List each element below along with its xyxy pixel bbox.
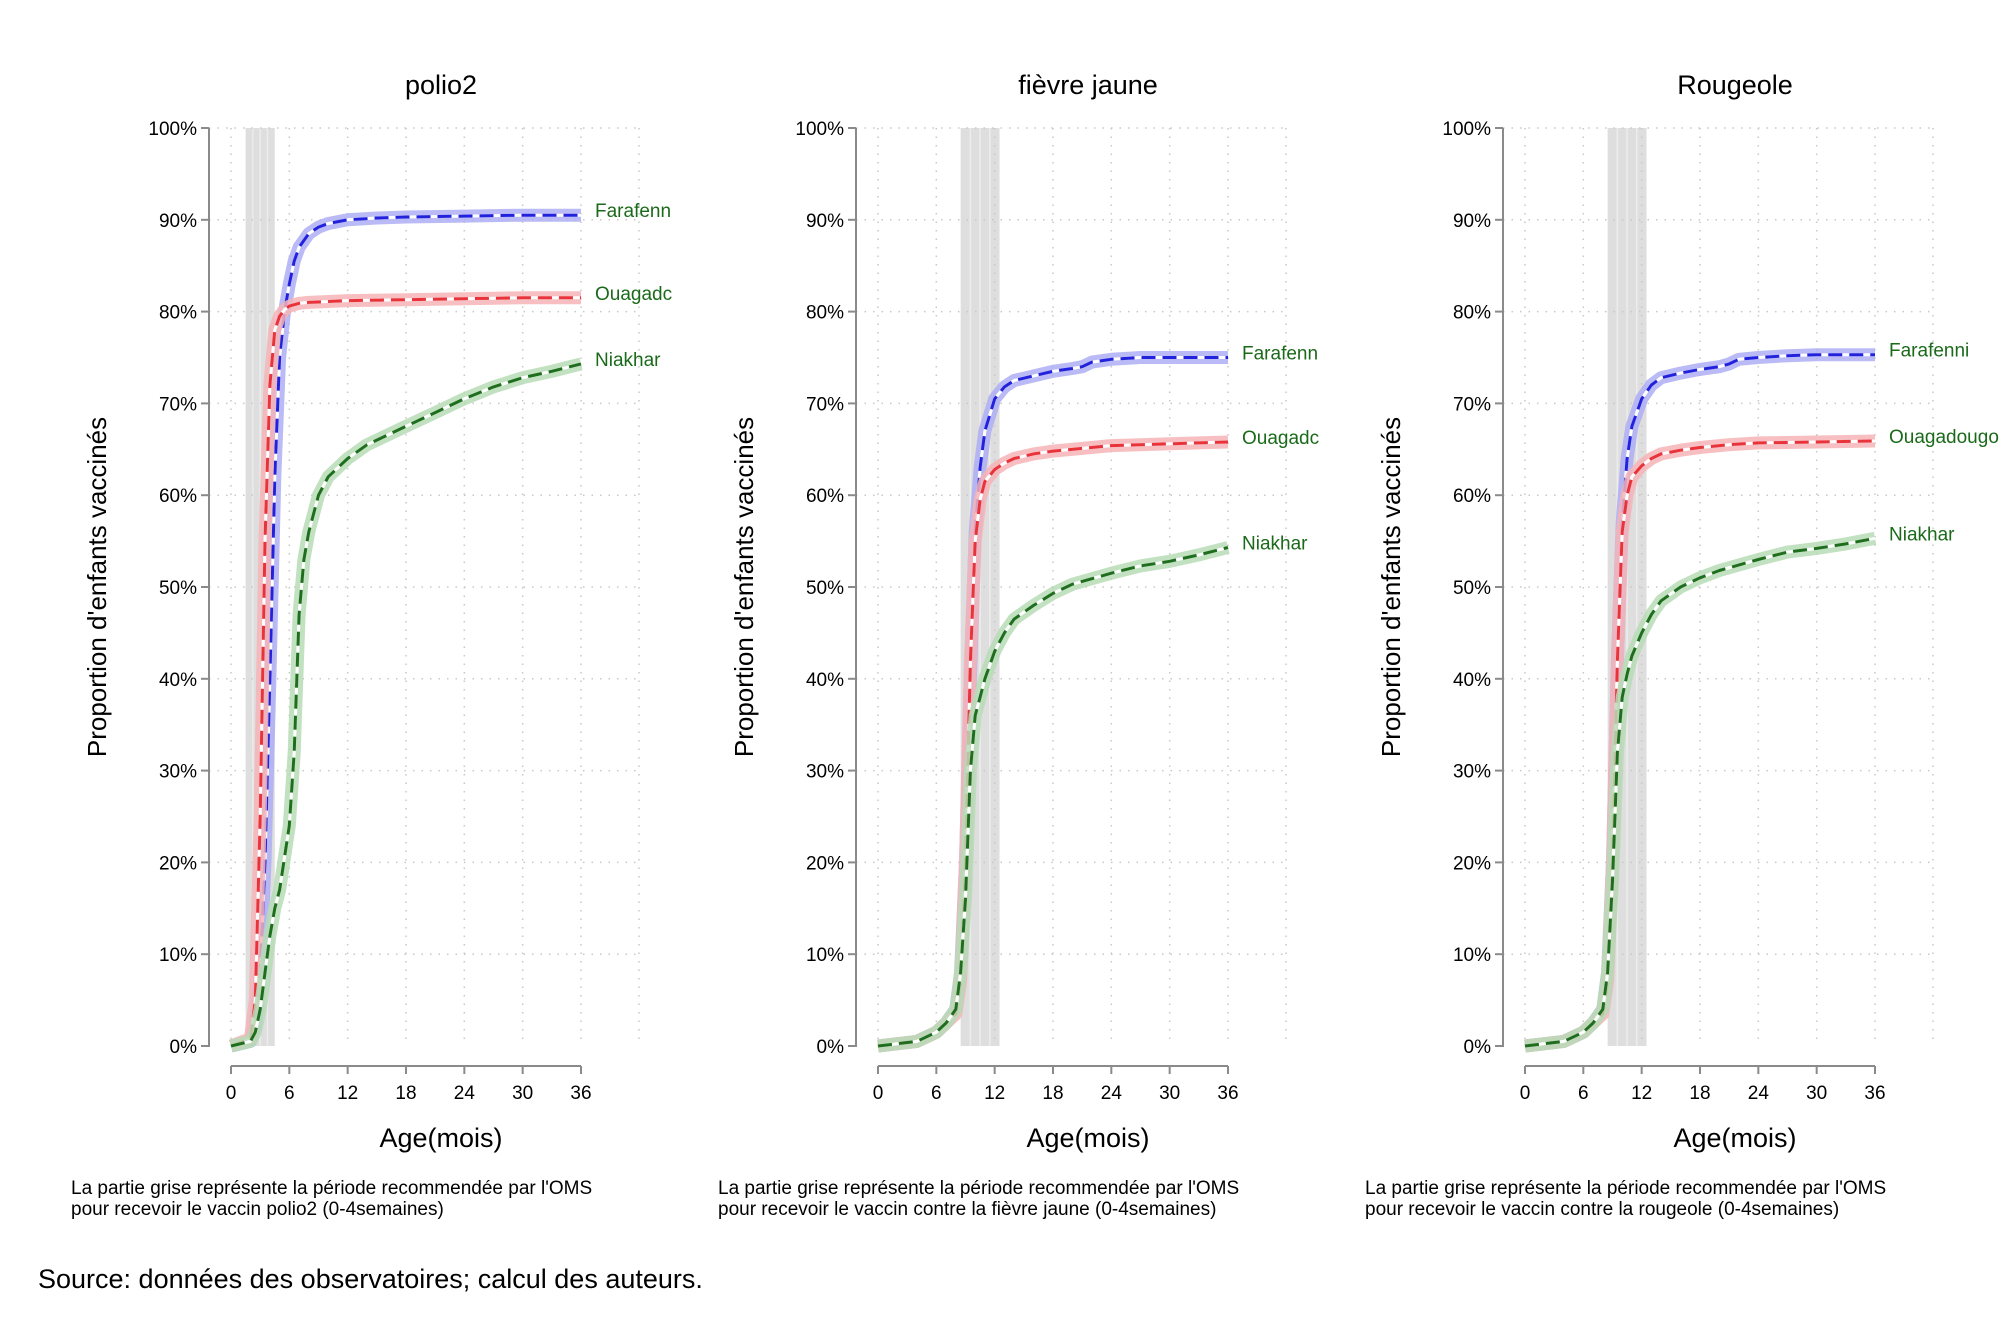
chart-title: polio2 (405, 70, 477, 100)
series-label-niakhar: Niakhar (595, 350, 661, 371)
x-axis-label: Age(mois) (1673, 1123, 1796, 1153)
series-line-niakhar (1524, 536, 1876, 1048)
series-label-niakhar: Niakhar (1889, 524, 1955, 545)
x-tick-label: 0 (873, 1083, 884, 1104)
y-tick-label: 10% (159, 945, 197, 966)
series-label-farafenni: Farafenn (595, 201, 671, 222)
footnote-line: pour recevoir le vaccin contre la fièvre… (718, 1199, 1216, 1220)
x-tick-label: 0 (1520, 1083, 1531, 1104)
x-tick-label: 12 (984, 1083, 1005, 1104)
y-tick-label: 50% (159, 578, 197, 599)
y-axis-label: Proportion d'enfants vaccinés (82, 417, 112, 757)
footnote-line: La partie grise représente la période re… (1365, 1178, 1886, 1199)
chart-title: Rougeole (1677, 70, 1793, 100)
x-axis-label: Age(mois) (379, 1123, 502, 1153)
y-tick-label: 30% (159, 762, 197, 783)
y-tick-label: 80% (806, 303, 844, 324)
source-note: Source: données des observatoires; calcu… (38, 1264, 703, 1294)
y-tick-label: 20% (806, 853, 844, 874)
series-label-farafenni: Farafenni (1889, 341, 1969, 362)
x-tick-label: 24 (1101, 1083, 1123, 1104)
x-tick-label: 6 (284, 1083, 295, 1104)
series-label-farafenni: Farafenn (1242, 344, 1318, 365)
x-tick-label: 18 (1689, 1083, 1710, 1104)
y-tick-label: 80% (1453, 303, 1491, 324)
x-tick-label: 30 (512, 1083, 533, 1104)
y-tick-label: 100% (795, 119, 844, 140)
y-tick-label: 100% (1442, 119, 1491, 140)
y-tick-label: 90% (806, 211, 844, 232)
x-tick-label: 6 (931, 1083, 942, 1104)
y-tick-label: 50% (806, 578, 844, 599)
footnote-line: La partie grise représente la période re… (718, 1178, 1239, 1199)
y-tick-label: 0% (170, 1037, 198, 1058)
y-tick-label: 50% (1453, 578, 1491, 599)
y-tick-label: 30% (806, 762, 844, 783)
y-tick-label: 100% (148, 119, 197, 140)
y-tick-label: 90% (1453, 211, 1491, 232)
footnote-line: La partie grise représente la période re… (71, 1178, 592, 1199)
y-axis-label: Proportion d'enfants vaccinés (1376, 417, 1406, 757)
series-label-ouagadougou: Ouagadc (595, 284, 672, 305)
series-line-ouagadougou (230, 296, 581, 1048)
x-tick-label: 6 (1578, 1083, 1589, 1104)
footnote-line: pour recevoir le vaccin contre la rougeo… (1365, 1199, 1839, 1220)
series-label-niakhar: Niakhar (1242, 534, 1308, 555)
panel-fievre-jaune: 0% 10% 20% 30% 40% 50% 60% 70% 80% 90% 100% 0 6 12 18 2… (718, 70, 1319, 1220)
x-tick-label: 30 (1806, 1083, 1827, 1104)
x-tick-label: 30 (1159, 1083, 1180, 1104)
y-tick-label: 60% (1453, 486, 1491, 507)
y-tick-label: 70% (159, 394, 197, 415)
y-tick-label: 70% (1453, 394, 1491, 415)
y-tick-label: 10% (806, 945, 844, 966)
x-tick-label: 24 (454, 1083, 476, 1104)
y-tick-label: 60% (159, 486, 197, 507)
x-tick-label: 12 (1631, 1083, 1652, 1104)
x-tick-label: 0 (226, 1083, 237, 1104)
series-label-ouagadougou: Ouagadougou (1889, 427, 2000, 448)
x-tick-label: 36 (1864, 1083, 1885, 1104)
y-tick-label: 40% (806, 670, 844, 691)
y-tick-label: 90% (159, 211, 197, 232)
series-line-niakhar (877, 546, 1229, 1048)
chart-title: fièvre jaune (1018, 70, 1158, 100)
x-tick-label: 36 (570, 1083, 591, 1104)
y-tick-label: 70% (806, 394, 844, 415)
y-tick-label: 20% (159, 853, 197, 874)
x-axis-label: Age(mois) (1026, 1123, 1149, 1153)
y-tick-label: 80% (159, 303, 197, 324)
y-tick-label: 40% (1453, 670, 1491, 691)
x-tick-label: 24 (1748, 1083, 1770, 1104)
y-axis-label: Proportion d'enfants vaccinés (729, 417, 759, 757)
y-tick-label: 30% (1453, 762, 1491, 783)
x-tick-label: 12 (337, 1083, 358, 1104)
x-tick-label: 18 (395, 1083, 416, 1104)
x-tick-label: 36 (1217, 1083, 1238, 1104)
y-tick-label: 60% (806, 486, 844, 507)
y-tick-label: 0% (1464, 1037, 1492, 1058)
series-label-ouagadougou: Ouagadc (1242, 428, 1319, 449)
y-tick-label: 20% (1453, 853, 1491, 874)
panel-polio2: 0% 10% 20% 30% 40% 50% 60% 70% 80% 90% 100% 0 6 12 18 2… (71, 70, 672, 1220)
panel-rougeole: 0% 10% 20% 30% 40% 50% 60% 70% 80% 90% 100% 0 6 12 18 2… (1365, 70, 2000, 1220)
y-tick-label: 40% (159, 670, 197, 691)
series-line-niakhar (230, 362, 582, 1048)
footnote-line: pour recevoir le vaccin polio2 (0-4semai… (71, 1199, 444, 1220)
y-tick-label: 0% (817, 1037, 845, 1058)
y-tick-label: 10% (1453, 945, 1491, 966)
x-tick-label: 18 (1042, 1083, 1063, 1104)
